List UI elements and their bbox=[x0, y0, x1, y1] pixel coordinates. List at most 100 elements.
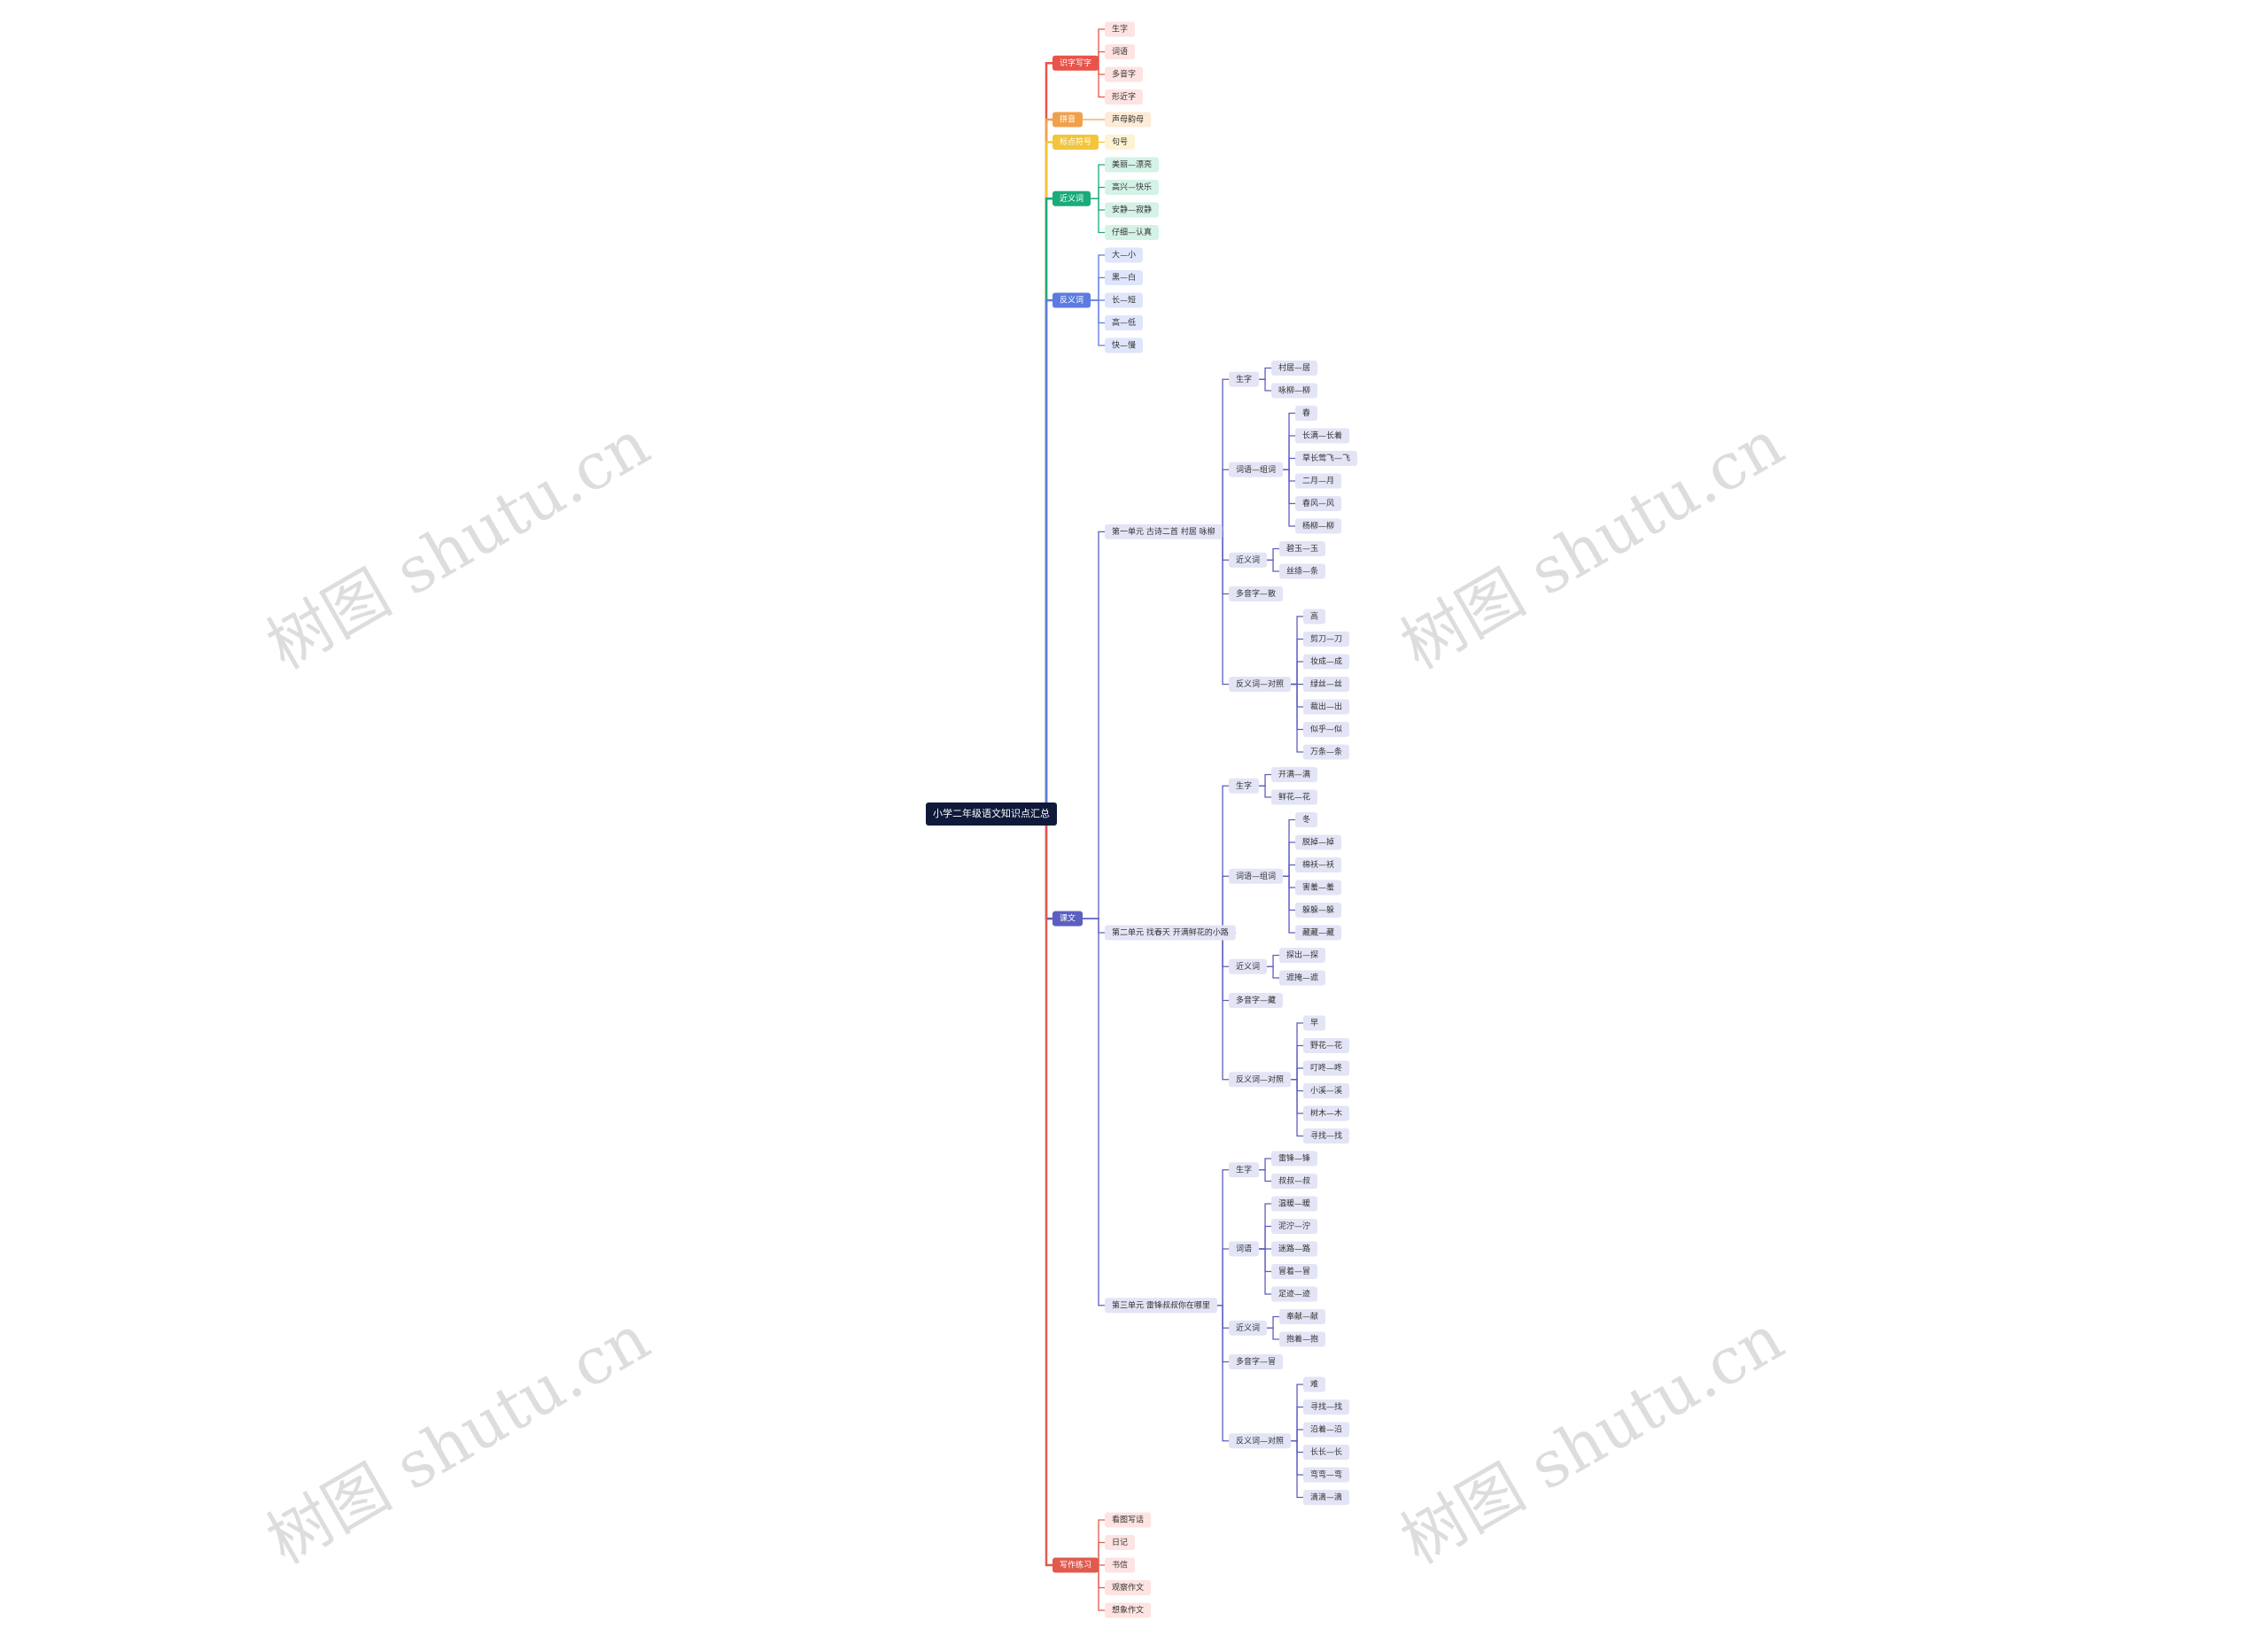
node-label: 早 bbox=[1310, 1019, 1318, 1028]
node-label: 叔叔—叔 bbox=[1278, 1175, 1310, 1186]
connector bbox=[1267, 954, 1280, 967]
topic-node bbox=[1271, 1286, 1318, 1302]
topic-node bbox=[1303, 1400, 1350, 1415]
node-label: 剪刀—刀 bbox=[1310, 633, 1342, 644]
node: 近义词 bbox=[1052, 190, 1091, 206]
node: 课文 bbox=[1052, 911, 1084, 927]
node-label: 词语 bbox=[1236, 1244, 1252, 1254]
node-label: 第一单元 古诗二首 村居 咏柳 bbox=[1112, 526, 1216, 537]
node-label: 词语 bbox=[1112, 47, 1128, 57]
topic-node bbox=[1295, 834, 1342, 850]
node: 看图写话 bbox=[1105, 1512, 1152, 1528]
topic-node bbox=[1271, 361, 1318, 376]
node-label: 安静—寂静 bbox=[1112, 205, 1152, 215]
topic-node bbox=[1295, 857, 1342, 872]
connector bbox=[1083, 531, 1105, 919]
node-label: 反义词 bbox=[1060, 296, 1084, 306]
topic-node bbox=[1279, 1331, 1326, 1347]
topic-node bbox=[1271, 1264, 1318, 1279]
node: 高兴—快乐 bbox=[1105, 180, 1160, 195]
node: 似乎—似 bbox=[1303, 722, 1350, 737]
node: 生字 bbox=[1229, 778, 1260, 794]
connector bbox=[1259, 1169, 1272, 1182]
topic-node bbox=[1229, 677, 1292, 692]
topic-node bbox=[1303, 1445, 1350, 1460]
node-label: 杨柳—柳 bbox=[1302, 521, 1334, 531]
topic-node bbox=[1105, 89, 1144, 105]
node-label: 生字 bbox=[1236, 1164, 1252, 1175]
topic-node bbox=[1105, 1580, 1152, 1595]
topic-node bbox=[1105, 157, 1160, 173]
topic-node bbox=[1295, 473, 1342, 489]
topic-node bbox=[1295, 812, 1318, 827]
node: 反义词—对照 bbox=[1229, 1433, 1292, 1449]
node-label: 寻找—找 bbox=[1310, 1401, 1342, 1412]
node-label: 碧玉—玉 bbox=[1286, 543, 1318, 554]
node: 温暖—暖 bbox=[1271, 1196, 1318, 1212]
topic-node bbox=[1271, 1196, 1318, 1212]
connector bbox=[1267, 547, 1280, 561]
connector bbox=[1091, 276, 1105, 301]
node: 弯弯—弯 bbox=[1303, 1467, 1350, 1483]
topic-node bbox=[1105, 112, 1152, 128]
connector bbox=[1267, 1327, 1280, 1340]
node-label: 第三单元 雷锋叔叔你在哪里 bbox=[1112, 1299, 1210, 1310]
node: 难 bbox=[1303, 1376, 1326, 1392]
node-label: 脱掉—掉 bbox=[1302, 837, 1334, 848]
node-label: 寻找—找 bbox=[1310, 1130, 1342, 1141]
node: 鲜花—花 bbox=[1271, 789, 1318, 805]
node-label: 开满—满 bbox=[1278, 770, 1310, 779]
connector bbox=[1291, 1067, 1304, 1081]
node: 沿着—沿 bbox=[1303, 1422, 1350, 1438]
node-label: 万条—条 bbox=[1310, 747, 1342, 757]
topic-node bbox=[1303, 722, 1350, 737]
topic-node bbox=[1271, 789, 1318, 805]
node-label: 小学二年级语文知识点汇总 bbox=[933, 807, 1050, 819]
connector bbox=[1283, 864, 1296, 877]
node: 想象作文 bbox=[1105, 1602, 1152, 1618]
node: 叮咚—咚 bbox=[1303, 1060, 1350, 1076]
topic-node bbox=[1105, 1602, 1152, 1618]
node: 咏柳—柳 bbox=[1271, 383, 1318, 399]
node-label: 妆成—成 bbox=[1310, 656, 1342, 667]
connector bbox=[1045, 812, 1057, 1567]
connector bbox=[1045, 141, 1057, 816]
node: 高—低 bbox=[1105, 315, 1144, 330]
node: 声母韵母 bbox=[1105, 112, 1152, 128]
topic-node bbox=[1105, 292, 1144, 308]
node: 多音字—藏 bbox=[1229, 993, 1284, 1008]
connector bbox=[1222, 875, 1236, 934]
node: 探出—探 bbox=[1279, 948, 1326, 963]
node-label: 多音字 bbox=[1112, 69, 1136, 80]
connector bbox=[1045, 812, 1057, 920]
topic-node bbox=[1303, 1038, 1350, 1053]
node-label: 弯弯—弯 bbox=[1310, 1469, 1342, 1480]
connector bbox=[1222, 531, 1229, 561]
topic-node bbox=[1105, 44, 1136, 59]
node-label: 词语—组词 bbox=[1236, 871, 1276, 881]
node: 词语—组词 bbox=[1229, 868, 1284, 884]
topic-node bbox=[1105, 925, 1236, 941]
node: 万条—条 bbox=[1303, 744, 1350, 760]
topic-node bbox=[1303, 654, 1350, 670]
node-label: 多音字—冒 bbox=[1236, 1356, 1276, 1367]
node-label: 咏柳—柳 bbox=[1278, 385, 1310, 396]
node-label: 探出—探 bbox=[1286, 950, 1318, 960]
node: 脱掉—掉 bbox=[1295, 834, 1342, 850]
node-label: 温暖—暖 bbox=[1278, 1198, 1310, 1209]
topic-node bbox=[1303, 677, 1350, 692]
topic-node bbox=[1229, 778, 1260, 794]
node-label: 高 bbox=[1310, 611, 1318, 622]
node: 写作练习 bbox=[1052, 1557, 1099, 1573]
node-label: 仔细—认真 bbox=[1112, 227, 1152, 237]
node: 反义词—对照 bbox=[1229, 1072, 1292, 1088]
node-label: 高兴—快乐 bbox=[1112, 182, 1152, 192]
node: 野花—花 bbox=[1303, 1038, 1350, 1053]
node-label: 树木—木 bbox=[1310, 1108, 1342, 1119]
node-label: 绿丝—丝 bbox=[1310, 678, 1342, 689]
node: 形近字 bbox=[1105, 89, 1144, 105]
connector bbox=[1291, 1429, 1304, 1442]
connector bbox=[1267, 965, 1280, 979]
connector bbox=[1098, 50, 1105, 64]
